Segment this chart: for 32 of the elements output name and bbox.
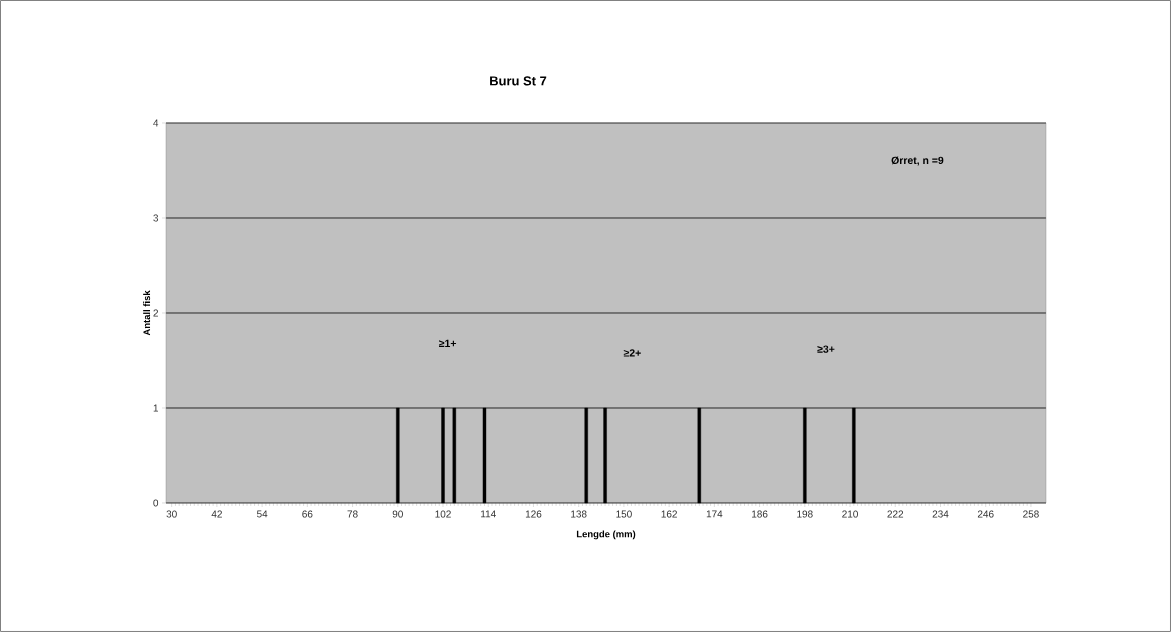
x-tick-label: 210 — [842, 510, 858, 518]
x-tick-label: 150 — [616, 510, 632, 518]
chart-title: Buru St 7 — [490, 76, 547, 86]
annotation: ≥2+ — [623, 349, 641, 357]
y-tick-label: 1 — [153, 404, 159, 412]
y-tick-label: 0 — [153, 499, 159, 507]
x-tick-label: 90 — [392, 510, 403, 518]
x-tick-label: 174 — [706, 510, 723, 518]
x-axis-title: Lengde (mm) — [576, 530, 636, 540]
x-tick-label: 138 — [571, 510, 587, 518]
x-tick-label: 222 — [887, 510, 904, 518]
x-tick-label: 66 — [302, 510, 313, 518]
y-axis-title: Antall fisk — [143, 290, 151, 336]
x-tick-label: 78 — [347, 510, 358, 518]
x-tick-label: 30 — [166, 510, 177, 518]
x-tick-label: 162 — [661, 510, 677, 518]
y-tick-label: 2 — [153, 309, 158, 317]
annotation: ≥3+ — [817, 345, 835, 353]
annotation: ≥1+ — [439, 339, 457, 347]
x-tick-label: 102 — [435, 510, 451, 518]
x-tick-label: 54 — [256, 510, 268, 518]
x-tick-label: 234 — [932, 510, 949, 518]
x-tick-label: 42 — [211, 510, 222, 518]
x-tick-label: 258 — [1023, 510, 1039, 518]
annotation: Ørret, n =9 — [891, 156, 944, 166]
y-tick-label: 3 — [153, 214, 159, 222]
x-tick-label: 114 — [481, 510, 496, 518]
x-tick-label: 198 — [797, 510, 813, 518]
x-tick-label: 186 — [752, 510, 768, 518]
x-tick-label: 126 — [525, 510, 542, 518]
x-tick-label: 246 — [977, 510, 994, 518]
y-tick-label: 4 — [153, 119, 159, 127]
